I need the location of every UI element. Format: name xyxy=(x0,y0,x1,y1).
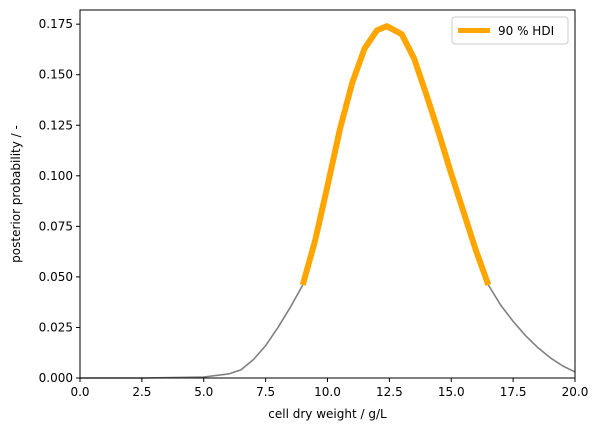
legend-box xyxy=(451,16,569,45)
x-axis-label: cell dry weight / g/L xyxy=(268,407,387,421)
posterior-line-0 xyxy=(80,284,304,379)
x-tick-label: 12.5 xyxy=(376,385,403,399)
y-tick-label: 0.125 xyxy=(39,118,73,132)
y-tick-label: 0.175 xyxy=(39,17,73,31)
y-axis-label: posterior probability / - xyxy=(9,125,23,263)
x-tick-label: 2.5 xyxy=(132,385,151,399)
x-tick-label: 7.5 xyxy=(256,385,275,399)
y-tick-label: 0.075 xyxy=(39,219,73,233)
legend-label-hdi: 90 % HDI xyxy=(498,24,554,38)
axis-ticks: 0.0 2.5 5.0 7.5 10.0 12.5 15.0 17.5 20.0 0.000 0.0… xyxy=(39,17,589,399)
axes-frame xyxy=(79,9,576,379)
y-tick-label: 0.150 xyxy=(39,68,73,82)
x-tick-label: 17.5 xyxy=(500,385,527,399)
y-tick-label: 0.000 xyxy=(39,371,73,385)
x-tick-label: 20.0 xyxy=(562,385,589,399)
legend: 90 % HDI xyxy=(451,16,569,45)
y-tick-label: 0.050 xyxy=(39,270,73,284)
plot-area xyxy=(80,23,576,379)
hdi-line xyxy=(299,23,492,287)
x-tick-label: 0.0 xyxy=(70,385,89,399)
x-tick-label: 10.0 xyxy=(314,385,341,399)
x-tick-label: 5.0 xyxy=(194,385,213,399)
posterior-line-1 xyxy=(487,284,576,373)
y-tick-label: 0.100 xyxy=(39,169,73,183)
x-tick-label: 15.0 xyxy=(438,385,465,399)
y-tick-label: 0.025 xyxy=(39,320,73,334)
